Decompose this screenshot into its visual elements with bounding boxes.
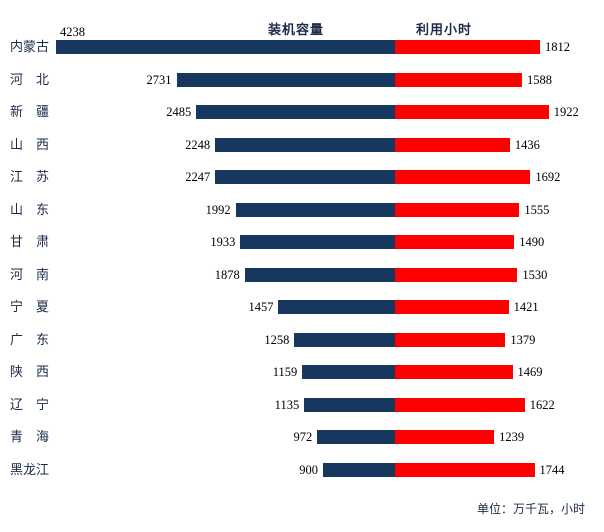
capacity-value: 1258 [264, 332, 290, 347]
capacity-bar [176, 72, 395, 87]
capacity-bar [240, 235, 395, 249]
hours-value: 1490 [519, 235, 545, 249]
hours-value: 1530 [522, 267, 548, 282]
hours-value: 1744 [539, 462, 565, 477]
capacity-value: 1878 [214, 267, 240, 282]
capacity-bar [317, 430, 395, 444]
hours-value: 1692 [535, 170, 561, 184]
capacity-bar [215, 137, 395, 152]
capacity-bar [235, 202, 395, 217]
hours-bar [395, 365, 513, 379]
hours-bar [395, 40, 540, 54]
category-label: 陕西 [10, 364, 49, 379]
hours-value: 1588 [527, 72, 553, 87]
capacity-bar [55, 40, 395, 54]
hours-value: 1555 [524, 202, 550, 217]
capacity-bar [294, 332, 395, 347]
hours-value: 1239 [499, 430, 525, 444]
capacity-value: 2731 [146, 72, 172, 87]
category-label: 内蒙古 [10, 39, 50, 54]
hours-value: 1812 [544, 40, 570, 54]
capacity-bar [278, 300, 395, 314]
capacity-value: 2248 [185, 137, 211, 152]
capacity-value: 1933 [210, 235, 236, 249]
hours-bar [395, 430, 495, 444]
category-label: 山东 [10, 201, 49, 217]
hours-bar [395, 202, 520, 217]
category-label: 甘肃 [10, 234, 49, 249]
category-label: 江苏 [10, 169, 49, 184]
capacity-bar [215, 170, 395, 184]
capacity-value: 1992 [205, 202, 231, 217]
hours-bar [395, 105, 549, 119]
hours-value: 1622 [529, 397, 555, 412]
capacity-bar [304, 397, 395, 412]
capacity-value: 900 [299, 462, 318, 477]
hours-bar [395, 137, 510, 152]
capacity-value: 1135 [274, 397, 300, 412]
category-label: 黑龙江 [10, 461, 50, 477]
capacity-bar [302, 365, 395, 379]
hours-bar [395, 235, 515, 249]
capacity-value: 2485 [166, 105, 192, 119]
hours-bar [395, 300, 509, 314]
hours-bar [395, 332, 506, 347]
hours-value: 1421 [513, 300, 539, 314]
capacity-value: 1457 [248, 300, 274, 314]
hours-bar [395, 397, 525, 412]
capacity-bar [323, 462, 395, 477]
hours-value: 1469 [517, 365, 543, 379]
category-label: 青海 [10, 429, 49, 444]
category-label: 新疆 [10, 104, 49, 119]
category-label: 广东 [10, 331, 49, 347]
capacity-value: 2247 [185, 170, 211, 184]
category-label: 辽宁 [10, 396, 49, 412]
category-label: 河南 [10, 266, 49, 282]
hours-bar [395, 462, 535, 477]
hours-bar [395, 170, 531, 184]
capacity-bar [196, 105, 395, 119]
right-series-title: 利用小时 [415, 22, 472, 37]
capacity-bar [244, 267, 395, 282]
capacity-value: 972 [293, 430, 313, 444]
category-label: 山西 [10, 136, 49, 152]
capacity-value: 1159 [272, 365, 298, 379]
hours-bar [395, 267, 518, 282]
hours-value: 1436 [514, 137, 540, 152]
left-series-title: 装机容量 [267, 22, 324, 37]
category-label: 宁夏 [10, 299, 49, 314]
hours-value: 1379 [510, 332, 536, 347]
hours-bar [395, 72, 523, 87]
unit-note: 单位：万千瓦，小时 [476, 502, 585, 516]
hours-value: 1922 [553, 105, 579, 119]
capacity-value: 4238 [59, 25, 85, 39]
category-label: 河北 [10, 71, 49, 87]
